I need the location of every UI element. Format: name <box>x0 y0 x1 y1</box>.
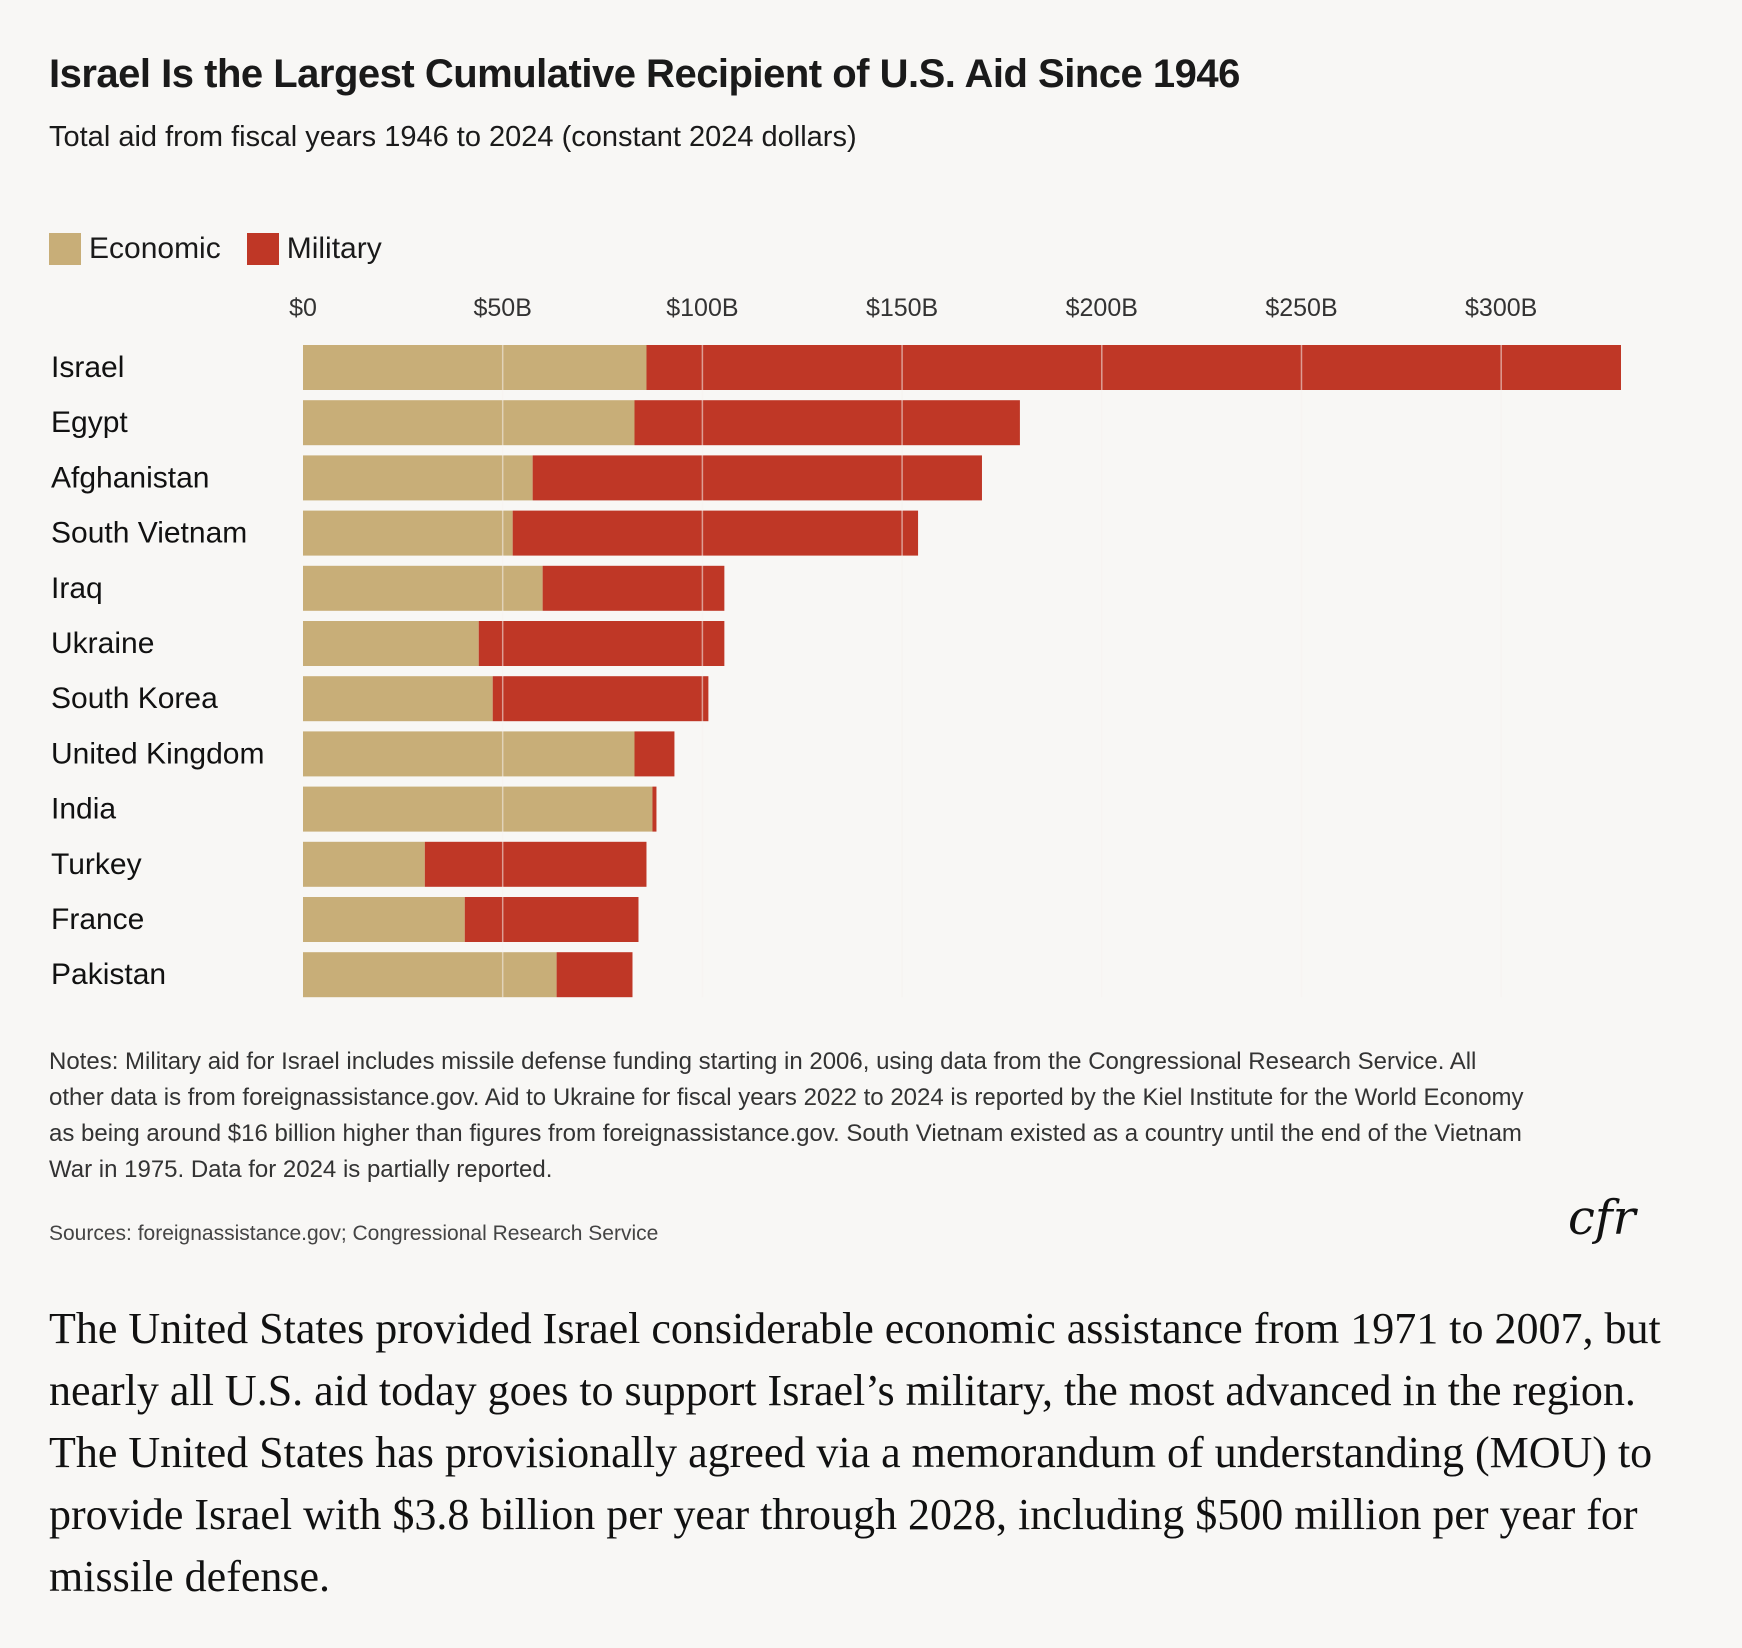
bar-economic <box>303 345 647 390</box>
category-label: Pakistan <box>51 958 166 991</box>
category-labels: Israel Egypt Afghanistan South Vietnam Iraq U… <box>51 351 264 991</box>
bar-economic <box>303 565 543 611</box>
bar-economic <box>303 952 557 998</box>
category-label: South Vietnam <box>51 517 247 550</box>
bar-military <box>646 345 1621 390</box>
legend-label-economic: Economic <box>89 232 221 265</box>
bar-military <box>478 621 725 666</box>
legend-swatch-economic <box>49 233 81 265</box>
bar-economic <box>303 676 493 722</box>
legend: Economic Military <box>49 232 408 266</box>
bar-economic <box>303 400 635 446</box>
bar-military <box>424 841 647 887</box>
bar-economic <box>303 455 533 501</box>
bar-military <box>492 676 709 722</box>
bar-military <box>556 952 633 998</box>
category-label: Egypt <box>51 406 128 439</box>
bar-economic <box>303 786 653 832</box>
category-label: Iraq <box>51 572 103 605</box>
x-axis-ticks: $0 $50B $100B $150B $200B $250B $300B <box>289 294 1537 322</box>
category-label: France <box>51 903 144 936</box>
bar-chart: $0 $50B $100B $150B $200B $250B $300B Israel Eg… <box>51 294 1621 998</box>
chart-notes: Notes: Military aid for Israel includes … <box>49 1048 1524 1183</box>
bars-group <box>303 345 1621 998</box>
x-tick-label: $300B <box>1465 294 1537 322</box>
x-tick-label: $150B <box>866 294 938 322</box>
chart-sources: Sources: foreignassistance.gov; Congress… <box>49 1222 659 1245</box>
category-label: Israel <box>51 351 124 384</box>
x-tick-label: $0 <box>289 294 317 322</box>
legend-item-economic: Economic <box>49 232 221 266</box>
bar-economic <box>303 897 465 942</box>
category-label: India <box>51 793 116 826</box>
bar-military <box>464 897 639 942</box>
x-tick-label: $200B <box>1066 294 1138 322</box>
chart-subtitle: Total aid from fiscal years 1946 to 2024… <box>49 121 857 153</box>
x-tick-label: $100B <box>666 294 738 322</box>
category-label: Turkey <box>51 848 142 881</box>
bar-economic <box>303 621 479 666</box>
category-label: Afghanistan <box>51 461 209 494</box>
bar-military <box>634 400 1020 446</box>
bar-military <box>634 731 675 777</box>
legend-swatch-military <box>246 233 279 265</box>
bar-economic <box>303 841 425 887</box>
article-paragraph: The United States provided Israel consid… <box>49 1304 1661 1601</box>
x-tick-label: $50B <box>474 294 532 322</box>
bar-military <box>512 510 919 556</box>
bar-military <box>652 786 657 832</box>
legend-label-military: Military <box>286 232 382 265</box>
cfr-logo: cfr <box>1568 1190 1636 1246</box>
bar-economic <box>303 510 513 556</box>
x-tick-label: $250B <box>1265 294 1337 322</box>
chart-title: Israel Is the Largest Cumulative Recipie… <box>49 52 1240 96</box>
category-label: United Kingdom <box>51 737 264 770</box>
category-label: Ukraine <box>51 627 154 660</box>
bar-military <box>532 455 982 501</box>
category-label: South Korea <box>51 682 218 715</box>
bar-military <box>542 565 725 611</box>
gridlines-group <box>501 345 1502 998</box>
bar-economic <box>303 731 635 777</box>
legend-item-military: Military <box>246 232 382 266</box>
